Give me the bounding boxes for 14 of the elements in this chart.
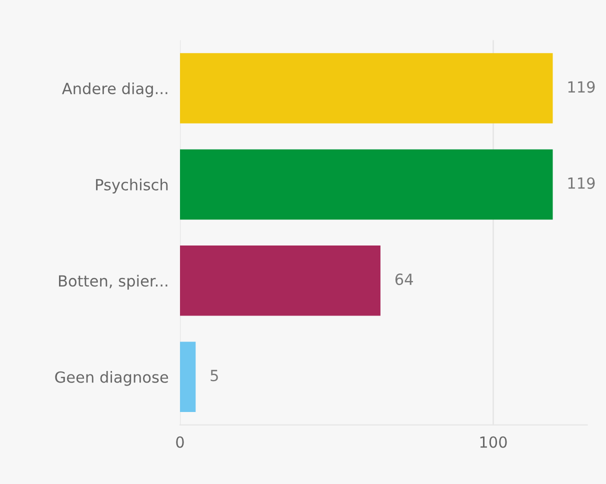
data-label: 119 — [568, 81, 595, 93]
x-tick-label: 0 — [176, 436, 184, 448]
data-label: 5 — [210, 370, 218, 382]
x-tick-label: 100 — [480, 436, 507, 448]
bar — [180, 246, 380, 316]
bar — [180, 342, 196, 412]
bar — [180, 53, 553, 124]
bar — [180, 149, 553, 220]
y-tick-label: Psychisch — [96, 178, 168, 194]
y-tick-label: Geen diagnose — [55, 371, 168, 386]
y-tick-label: Andere diag... — [62, 82, 168, 98]
y-tick-label: Botten, spier... — [59, 274, 168, 290]
data-label: 64 — [395, 274, 413, 286]
data-label: 119 — [568, 177, 595, 189]
